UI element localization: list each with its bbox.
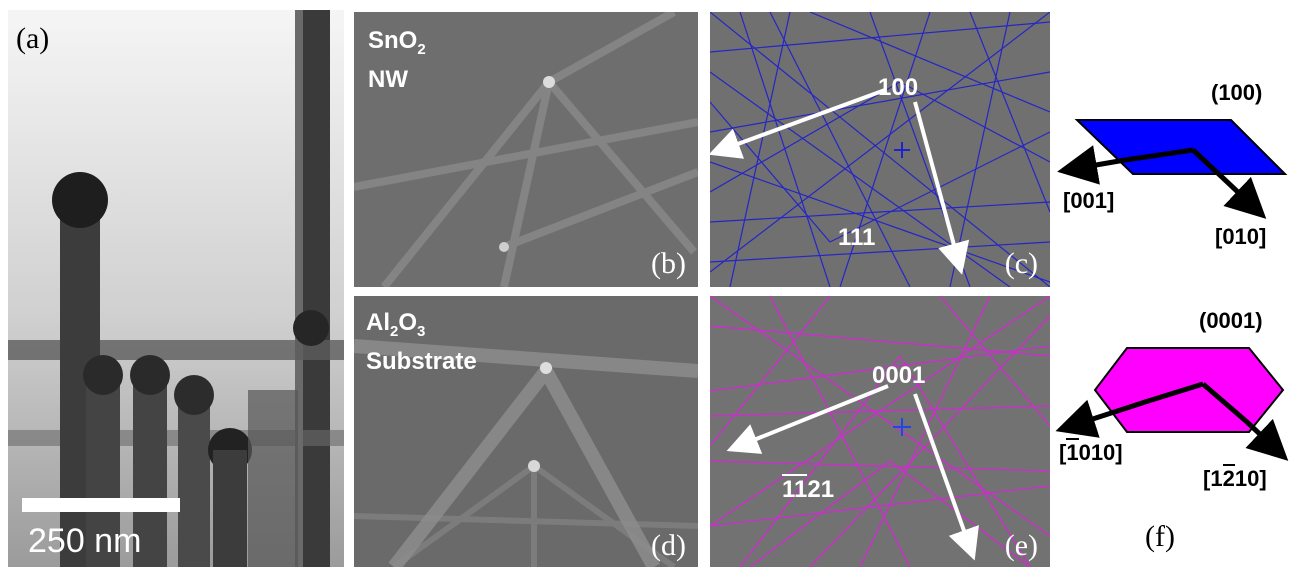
panel-b-title-formula: SnO2 xyxy=(368,27,426,58)
panel-f-label: (f) xyxy=(1145,520,1175,553)
panel-c-indexed-pattern: 100 111 (c) xyxy=(710,12,1050,287)
panel-c-pole-100: 100 xyxy=(878,74,919,101)
scale-bar xyxy=(22,498,180,512)
indexed-pattern-e xyxy=(710,296,1050,567)
dir-001-label: [001] xyxy=(1063,188,1115,213)
plane-100-label: (100) xyxy=(1211,80,1263,105)
panel-d-title: Al2O3 Substrate xyxy=(366,308,477,377)
panel-e-pole-0001: 0001 xyxy=(872,362,926,389)
panel-f-orientation-schematic: (100) [001] [010] (0001) [1010] [1210] (… xyxy=(1055,12,1293,567)
panel-e-pole-1121: 1121 xyxy=(782,474,835,504)
plane-100-shape xyxy=(1074,119,1288,175)
kikuchi-pattern-b xyxy=(354,12,698,287)
panel-d-title-formula: Al2O3 xyxy=(366,309,426,340)
panel-e-pole-1121-overbar: 11 xyxy=(782,474,808,503)
dir-1210-label: [1210] xyxy=(1203,464,1267,491)
panel-b-label: (b) xyxy=(651,247,686,280)
scale-bar-label: 250 nm xyxy=(28,522,142,560)
dir-010-label: [010] xyxy=(1215,224,1267,249)
panel-c-label: (c) xyxy=(1004,247,1038,280)
dir-1010-label: [1010] xyxy=(1059,438,1123,465)
panel-d-label: (d) xyxy=(651,529,686,562)
panel-a-tem-image: (a) 250 nm xyxy=(8,10,344,567)
panel-b-title: SnO2 NW xyxy=(368,26,426,95)
orientation-diagrams xyxy=(1055,119,1289,461)
indexed-pattern-c xyxy=(710,12,1050,287)
panel-b-title-line2: NW xyxy=(368,65,408,93)
plane-0001-label: (0001) xyxy=(1199,308,1263,333)
panel-d-kikuchi-pattern: Al2O3 Substrate (d) xyxy=(354,296,698,567)
panel-e-label: (e) xyxy=(1004,529,1038,562)
panel-e-indexed-pattern: 0001 1121 (e) xyxy=(710,296,1050,567)
panel-a-label: (a) xyxy=(16,22,50,55)
kikuchi-pattern-d xyxy=(354,296,698,567)
panel-e-pole-1121-rest: 21 xyxy=(807,476,835,503)
panel-d-title-line2: Substrate xyxy=(366,347,477,375)
panel-c-pole-111: 111 xyxy=(838,224,876,251)
panel-b-kikuchi-pattern: SnO2 NW (b) xyxy=(354,12,698,287)
tem-micrograph xyxy=(8,10,344,567)
